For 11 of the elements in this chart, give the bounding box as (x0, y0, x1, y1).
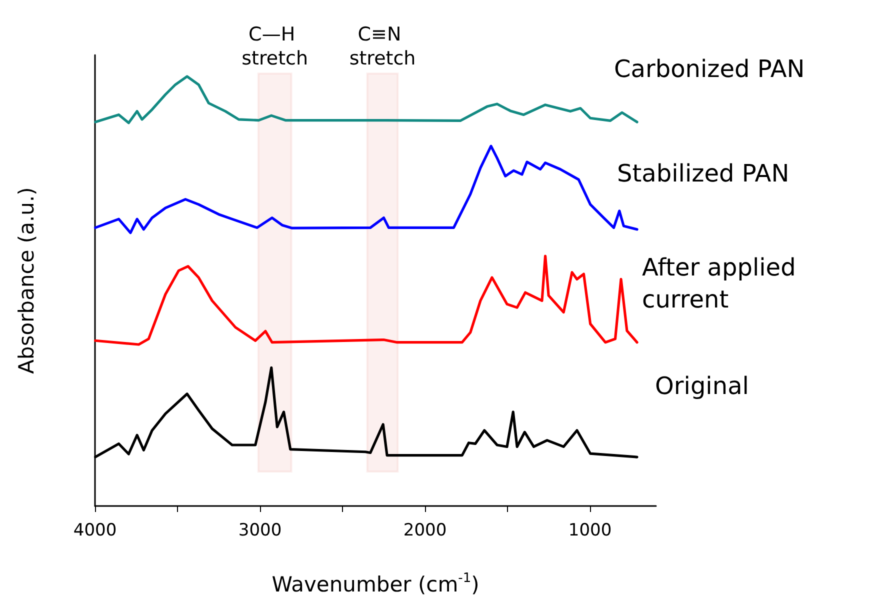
series-label: After applied current (642, 253, 804, 314)
x-tick-label: 3000 (238, 520, 282, 540)
x-tick-label: 2000 (403, 520, 447, 540)
x-tick-label: 1000 (568, 520, 612, 540)
text: Original (655, 372, 749, 400)
band-label: C—H stretch (242, 23, 308, 70)
series-label: Carbonized PAN (614, 55, 805, 84)
y-axis-title: Absorbance (a.u.) (14, 187, 38, 374)
series-label: Stabilized PAN (617, 159, 790, 188)
x-tick-label: 4000 (73, 520, 117, 540)
band-label: C≡N stretch (349, 23, 416, 70)
